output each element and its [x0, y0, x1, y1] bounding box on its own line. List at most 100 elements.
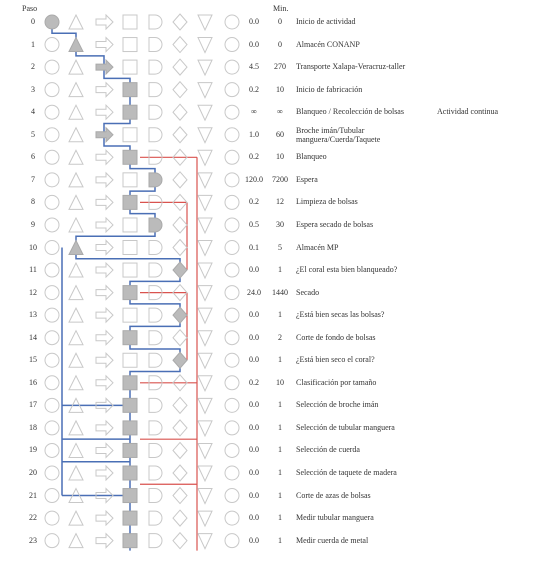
square-symbol [122, 330, 138, 346]
circle-symbol [224, 127, 240, 143]
triangle-symbol [68, 352, 84, 368]
step-number: 20 [29, 468, 37, 477]
circle-symbol [224, 510, 240, 526]
diamond-symbol [172, 125, 188, 144]
step-number: 17 [29, 400, 37, 410]
step-number: 8 [31, 197, 35, 207]
square-symbol [122, 488, 138, 504]
circle-symbol [224, 420, 240, 436]
hours-value: 4.5 [249, 62, 259, 72]
storage-symbol [197, 442, 213, 460]
activity-description: Secado [296, 287, 320, 297]
diamond-symbol [172, 531, 188, 550]
circle-symbol [44, 307, 60, 323]
step-number: 9 [31, 219, 35, 229]
delay-symbol [148, 240, 163, 255]
storage-symbol [197, 330, 213, 347]
diamond-symbol [172, 80, 188, 99]
diamond-symbol [172, 13, 188, 31]
triangle-symbol [68, 419, 84, 436]
step-number: 3 [31, 84, 35, 94]
arrow-symbol [95, 509, 114, 527]
delay-symbol [148, 82, 163, 98]
hours-value: 0.2 [249, 197, 259, 207]
minutes-value: 10 [276, 84, 284, 94]
diamond-symbol [172, 486, 188, 505]
storage-symbol [197, 217, 213, 235]
delay-symbol [148, 488, 163, 504]
circle-symbol [44, 533, 60, 549]
delay-symbol [148, 217, 163, 233]
triangle-symbol [68, 194, 84, 210]
activity-description: Medir cuerda de metal [296, 535, 369, 545]
hours-value: 1.0 [249, 129, 259, 139]
storage-symbol [197, 465, 213, 483]
step-number: 21 [29, 490, 37, 500]
delay-symbol [148, 127, 163, 143]
square-symbol [122, 217, 138, 233]
square-symbol [122, 59, 138, 75]
diamond-symbol [172, 103, 188, 121]
triangle-symbol [68, 104, 84, 120]
circle-symbol [44, 352, 60, 368]
minutes-value: 1 [278, 513, 282, 523]
circle-symbol [44, 375, 60, 391]
hours-value: 0.5 [249, 219, 259, 229]
triangle-symbol [68, 487, 84, 504]
square-symbol [122, 307, 138, 323]
circle-symbol [44, 240, 60, 255]
diamond-symbol [172, 441, 188, 460]
diamond-symbol [172, 464, 188, 482]
arrow-symbol [95, 58, 114, 76]
step-number: 6 [31, 152, 35, 162]
minutes-value: 2 [278, 332, 282, 342]
activity-description: Inicio de actividad [296, 17, 356, 26]
minutes-value: 10 [276, 152, 284, 162]
step-number: 2 [31, 62, 35, 72]
hours-value: 0.0 [249, 490, 259, 500]
minutes-value: 7200 [272, 174, 288, 184]
storage-symbol [197, 240, 213, 257]
arrow-symbol [95, 442, 114, 459]
diamond-symbol [172, 328, 188, 347]
hours-value: 0.0 [249, 310, 259, 320]
circle-symbol [224, 488, 240, 504]
activity-description: Medir tubular manguera [296, 513, 374, 523]
hours-value: 0.0 [249, 513, 259, 523]
arrow-symbol [95, 194, 114, 211]
triangle-symbol [68, 261, 84, 278]
storage-symbol [197, 307, 213, 325]
hours-value: 0.2 [249, 152, 259, 162]
diamond-symbol [172, 351, 188, 370]
arrow-symbol [95, 464, 114, 482]
minutes-value: 1440 [272, 287, 288, 297]
triangle-symbol [68, 81, 84, 98]
minutes-value: 1 [278, 400, 282, 410]
circle-symbol [224, 37, 240, 53]
square-symbol [122, 172, 138, 188]
storage-symbol [197, 82, 213, 99]
activity-description: ¿Está bien seco el coral? [296, 355, 375, 365]
diamond-symbol [172, 509, 188, 527]
triangle-symbol [68, 307, 84, 323]
circle-symbol [44, 82, 60, 98]
storage-symbol [197, 420, 213, 438]
activity-description: Espera secado de bolsas [296, 219, 374, 229]
activity-description: Transporte Xalapa-Veracruz-taller [296, 62, 406, 72]
minutes-value: 1 [278, 355, 282, 365]
arrow-symbol [95, 103, 114, 121]
delay-symbol [148, 14, 163, 30]
activity-note: Actividad continua [437, 107, 499, 117]
minutes-value: 10 [276, 377, 284, 387]
circle-symbol [224, 285, 240, 301]
delay-symbol [148, 465, 163, 481]
minutes-value: 270 [274, 62, 286, 72]
diamond-symbol [172, 193, 188, 212]
square-symbol [122, 194, 138, 210]
square-symbol [122, 285, 138, 301]
triangle-symbol [68, 126, 84, 143]
minutes-value: 1 [278, 445, 282, 455]
triangle-symbol [68, 239, 84, 255]
circle-symbol [224, 194, 240, 210]
arrow-symbol [95, 284, 114, 301]
